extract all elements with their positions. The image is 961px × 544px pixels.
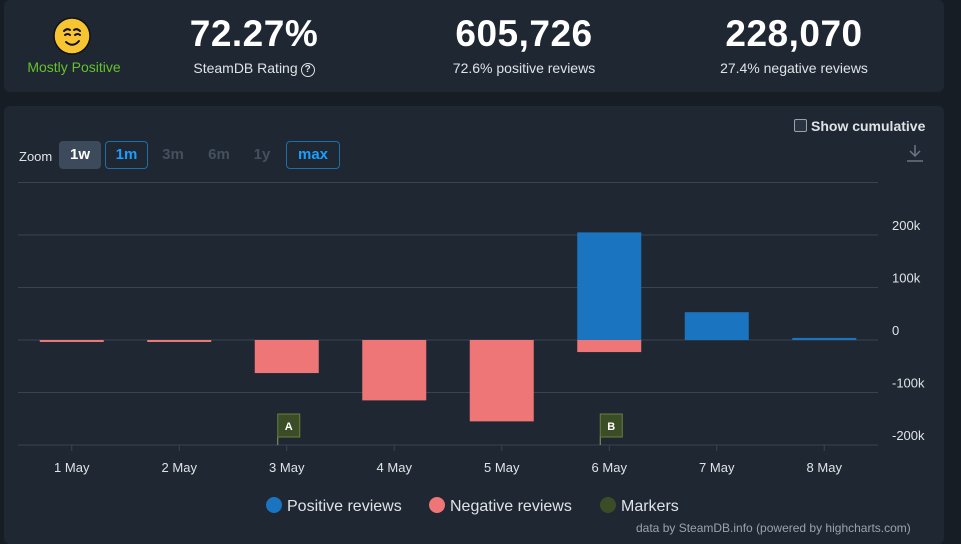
help-icon[interactable]: ? [300, 63, 315, 77]
zoom-1m-button[interactable]: 1m [105, 141, 148, 169]
legend-swatch[interactable] [266, 497, 282, 513]
negative-reviews-bar[interactable] [39, 340, 104, 342]
y-tick-label: 100k [892, 271, 921, 286]
y-tick-label: 0 [892, 323, 899, 338]
y-tick-label: -100k [892, 376, 925, 391]
axes: 200k 100k 0 -100k -200k 1 May 2 May 3 May 4 May 5… [54, 218, 925, 475]
marker-label: A [285, 421, 293, 433]
zoom-1w-button[interactable]: 1w [59, 141, 101, 169]
checkbox-box[interactable] [794, 119, 807, 132]
negative-reviews-bar[interactable] [254, 340, 319, 374]
download-icon[interactable] [904, 142, 926, 164]
positive-count: 605,726 [455, 13, 593, 54]
reviews-chart-panel: Show cumulative Zoom 1w 1m 3m 6m 1y max … [4, 106, 944, 544]
negative-percentage: 27.4% negative reviews [720, 60, 868, 76]
zoom-1y-button[interactable]: 1y [253, 146, 271, 163]
positive-reviews-bar[interactable] [684, 312, 749, 340]
negative-reviews-bar[interactable] [147, 340, 212, 342]
zoom-max-button[interactable]: max [286, 141, 340, 169]
legend-label[interactable]: Negative reviews [450, 498, 572, 515]
x-tick-label: 7 May [699, 460, 735, 475]
x-tick-label: 8 May [807, 460, 843, 475]
legend-swatch[interactable] [429, 497, 445, 513]
steamdb-rating-label: SteamDB Rating [193, 60, 298, 76]
x-tick-label: 3 May [269, 460, 305, 475]
marker-flag[interactable] [599, 413, 623, 438]
positive-reviews-bar[interactable] [792, 337, 857, 340]
negative-reviews-stat: 228,070 27.4% negative reviews [694, 13, 894, 77]
steamdb-rating-value: 72.27% [189, 13, 319, 54]
negative-reviews-bar[interactable] [577, 340, 642, 353]
bars [39, 232, 857, 422]
grid-lines [18, 182, 878, 446]
show-cumulative-label: Show cumulative [811, 118, 926, 134]
smiling-face-icon [53, 17, 91, 55]
legend-label[interactable]: Markers [621, 498, 679, 515]
zoom-label: Zoom [19, 149, 53, 164]
zoom-3m-button[interactable]: 3m [162, 146, 184, 163]
negative-count: 228,070 [725, 13, 863, 54]
y-tick-label: -200k [892, 428, 925, 443]
legend-swatch[interactable] [600, 497, 616, 513]
marker-label: B [607, 421, 615, 433]
steamdb-rating-stat: 72.27% SteamDB Rating? [154, 14, 354, 77]
x-tick-label: 4 May [377, 460, 413, 475]
steamdb-rating-caption: SteamDB Rating? [154, 60, 354, 77]
review-summary-panel: Mostly Positive 72.27% SteamDB Rating? 6… [4, 0, 944, 92]
rating-summary-label: Mostly Positive [27, 59, 121, 75]
legend-label[interactable]: Positive reviews [287, 498, 402, 515]
marker-flag[interactable] [277, 413, 301, 438]
x-tick-label: 2 May [162, 460, 198, 475]
legend[interactable]: Positive reviews Negative reviews Markers [266, 497, 679, 515]
x-tick-label: 5 May [484, 460, 520, 475]
x-tick-label: 1 May [54, 460, 90, 475]
show-cumulative-checkbox[interactable]: Show cumulative [794, 118, 925, 134]
chart-credits[interactable]: data by SteamDB.info (powered by highcha… [636, 521, 911, 535]
x-tick-label: 6 May [592, 460, 628, 475]
positive-reviews-bar[interactable] [577, 232, 642, 340]
y-tick-label: 200k [892, 218, 921, 233]
negative-reviews-bar[interactable] [362, 340, 427, 401]
negative-reviews-bar[interactable] [469, 340, 534, 422]
positive-percentage: 72.6% positive reviews [452, 60, 596, 76]
positive-reviews-stat: 605,726 72.6% positive reviews [424, 13, 624, 77]
zoom-6m-button[interactable]: 6m [208, 146, 230, 163]
